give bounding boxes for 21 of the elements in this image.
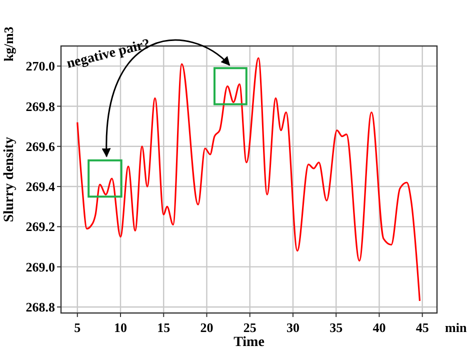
y-tick-label: 269.2 bbox=[26, 219, 55, 234]
y-axis-title: Slurry density bbox=[2, 136, 17, 222]
x-tick-label: 5 bbox=[74, 320, 82, 335]
y-tick-label: 270.0 bbox=[26, 58, 55, 74]
x-axis-title: Time bbox=[234, 335, 264, 348]
x-tick-label: 40 bbox=[372, 320, 386, 335]
annotation: negative pair? bbox=[65, 36, 152, 72]
text: min bbox=[445, 320, 468, 335]
x-tick-label: 25 bbox=[243, 320, 257, 335]
x-tick-label: 30 bbox=[286, 320, 300, 335]
x-tick-label: 20 bbox=[200, 320, 214, 335]
y-tick-label: 269.4 bbox=[26, 179, 56, 194]
x-tick-label: 45 bbox=[416, 320, 430, 335]
y-tick-label: 269.8 bbox=[26, 98, 56, 114]
x-tick-label: 10 bbox=[114, 320, 128, 335]
y-tick-label: 268.8 bbox=[26, 300, 56, 315]
text: kg/m3 bbox=[1, 26, 16, 62]
y-tick-label: 269.6 bbox=[26, 138, 56, 154]
x-tick-label: 15 bbox=[157, 320, 171, 335]
x-tick-label: 35 bbox=[330, 320, 344, 335]
y-tick-label: 269.0 bbox=[26, 259, 55, 274]
